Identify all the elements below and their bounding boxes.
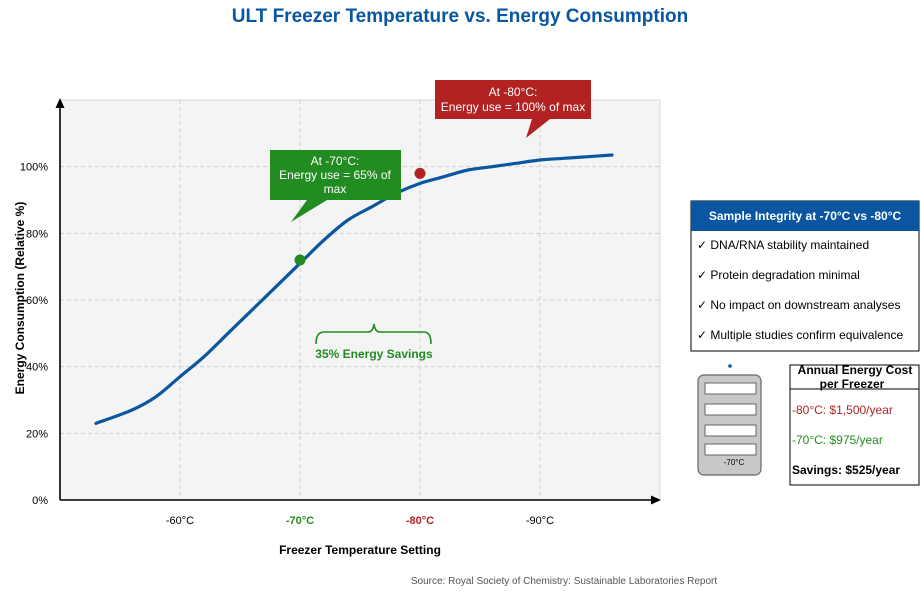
integrity-item: ✓ Protein degradation minimal (697, 268, 860, 282)
cost-minus80: -80°C: $1,500/year (792, 403, 893, 417)
annotation-minus70-line1: At -70°C: (311, 154, 360, 168)
integrity-item: ✓ No impact on downstream analyses (697, 298, 900, 312)
integrity-item: ✓ DNA/RNA stability maintained (697, 238, 869, 252)
savings-label: 35% Energy Savings (315, 347, 433, 361)
x-tick-label: -70°C (286, 515, 314, 527)
x-tick-label: -60°C (166, 515, 194, 527)
integrity-item: ✓ Multiple studies confirm equivalence (697, 328, 903, 342)
marker-minus70 (294, 254, 306, 266)
source-note: Source: Royal Society of Chemistry: Sust… (411, 576, 717, 587)
y-axis-label: Energy Consumption (Relative %) (13, 202, 27, 395)
cost-box: Annual Energy Cost per Freezer -80°C: $1… (789, 363, 920, 486)
annotation-minus80-line1: At -80°C: (489, 85, 538, 99)
y-axis-arrow (55, 98, 65, 108)
integrity-box-title: Sample Integrity at -70°C vs -80°C (709, 209, 902, 223)
y-tick-label: 100% (20, 162, 48, 174)
x-axis-label: Freezer Temperature Setting (279, 543, 441, 557)
savings-brace: 35% Energy Savings (315, 323, 433, 361)
marker-minus80 (414, 167, 426, 179)
x-tick-label: -80°C (406, 515, 434, 527)
annotation-minus80: At -80°C: Energy use = 100% of max (435, 80, 591, 138)
x-axis-arrow (651, 495, 661, 505)
integrity-box: Sample Integrity at -70°C vs -80°C ✓ DNA… (690, 200, 920, 352)
y-tick-label: 80% (26, 228, 48, 240)
annotation-minus70-line3: max (324, 182, 347, 196)
y-tick-label: 0% (32, 495, 48, 507)
cost-box-title-line1: Annual Energy Cost (798, 363, 913, 377)
x-tick-label: -90°C (526, 515, 554, 527)
freezer-icon: -70°C (697, 364, 762, 476)
cost-minus70: -70°C: $975/year (792, 433, 883, 447)
chart-title: ULT Freezer Temperature vs. Energy Consu… (232, 6, 688, 27)
energy-curve-series (94, 153, 614, 425)
integrity-box-header (691, 201, 919, 231)
y-tick-label: 60% (26, 295, 48, 307)
y-tick-labels: 0% 20% 40% 60% 80% 100% (20, 162, 48, 507)
annotation-minus80-line2: Energy use = 100% of max (441, 100, 585, 114)
cost-savings: Savings: $525/year (792, 463, 900, 477)
annotation-minus70: At -70°C: Energy use = 65% of max (270, 150, 401, 222)
freezer-icon-label: -70°C (724, 458, 745, 467)
y-tick-label: 40% (26, 362, 48, 374)
annotation-minus70-line2: Energy use = 65% of (279, 168, 391, 182)
cost-box-title-line2: per Freezer (820, 377, 885, 391)
y-tick-label: 20% (26, 428, 48, 440)
x-tick-labels: -60°C -70°C -80°C -90°C (166, 515, 554, 527)
